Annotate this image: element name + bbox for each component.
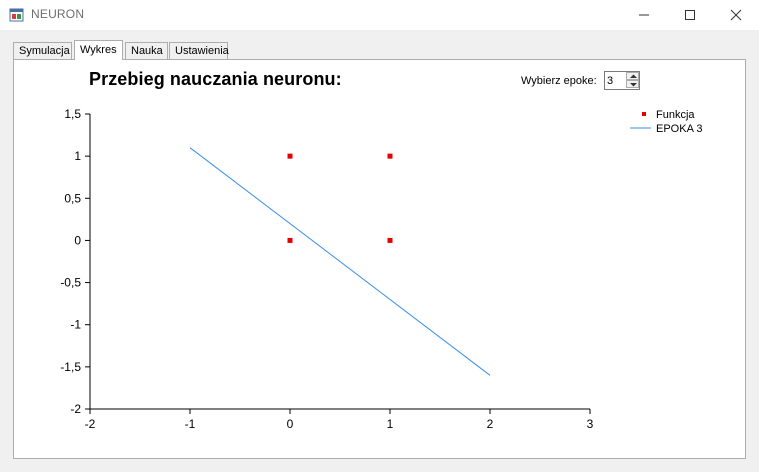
y-tick-label: 1 (74, 149, 81, 163)
x-tick-label: -1 (185, 417, 196, 431)
data-point-funkcja (287, 153, 293, 159)
close-icon (730, 9, 742, 21)
y-tick-label: 0 (74, 233, 81, 247)
series-line-epoka (189, 147, 491, 376)
x-tick-label: 3 (587, 417, 594, 431)
legend-point-marker (642, 112, 646, 116)
tab-ustawienia[interactable]: Ustawienia (169, 42, 229, 59)
epoch-input[interactable] (607, 73, 623, 88)
legend-label: Funkcja (656, 109, 695, 121)
x-tick-label: 1 (387, 417, 394, 431)
data-point-funkcja (287, 237, 293, 243)
chevron-down-icon (630, 83, 637, 87)
x-tick-label: 0 (287, 417, 294, 431)
maximize-icon (685, 10, 695, 20)
tab-symulacja[interactable]: Symulacja (13, 42, 72, 59)
epoch-spinner[interactable] (604, 71, 640, 90)
y-tick-label: -1 (70, 318, 81, 332)
app-icon (9, 8, 24, 22)
y-tick-label: 0,5 (64, 191, 81, 205)
data-point-funkcja (387, 153, 393, 159)
chart-title: Przebieg nauczania neuronu: (89, 69, 342, 89)
epoch-up-button[interactable] (626, 72, 639, 80)
window-title: NEURON (31, 7, 85, 21)
minimize-icon (639, 14, 649, 16)
legend-label: EPOKA 3 (656, 123, 702, 135)
epoch-down-button[interactable] (626, 80, 639, 88)
y-tick-label: -0,5 (60, 276, 81, 290)
y-tick-label: 1,5 (64, 107, 81, 121)
minimize-button[interactable] (621, 0, 667, 30)
title-bar: NEURON (0, 0, 759, 30)
x-tick-label: 2 (487, 417, 494, 431)
tab-wykres[interactable]: Wykres (74, 40, 123, 60)
chevron-up-icon (630, 74, 637, 78)
tab-nauka[interactable]: Nauka (125, 42, 168, 59)
y-tick-label: -2 (70, 402, 81, 416)
tab-page-wykres (13, 59, 746, 459)
close-button[interactable] (713, 0, 759, 30)
data-point-funkcja (387, 237, 393, 243)
y-tick-label: -1,5 (60, 360, 81, 374)
maximize-button[interactable] (667, 0, 713, 30)
epoch-label: Wybierz epoke: (521, 75, 597, 87)
x-tick-label: -2 (85, 417, 96, 431)
